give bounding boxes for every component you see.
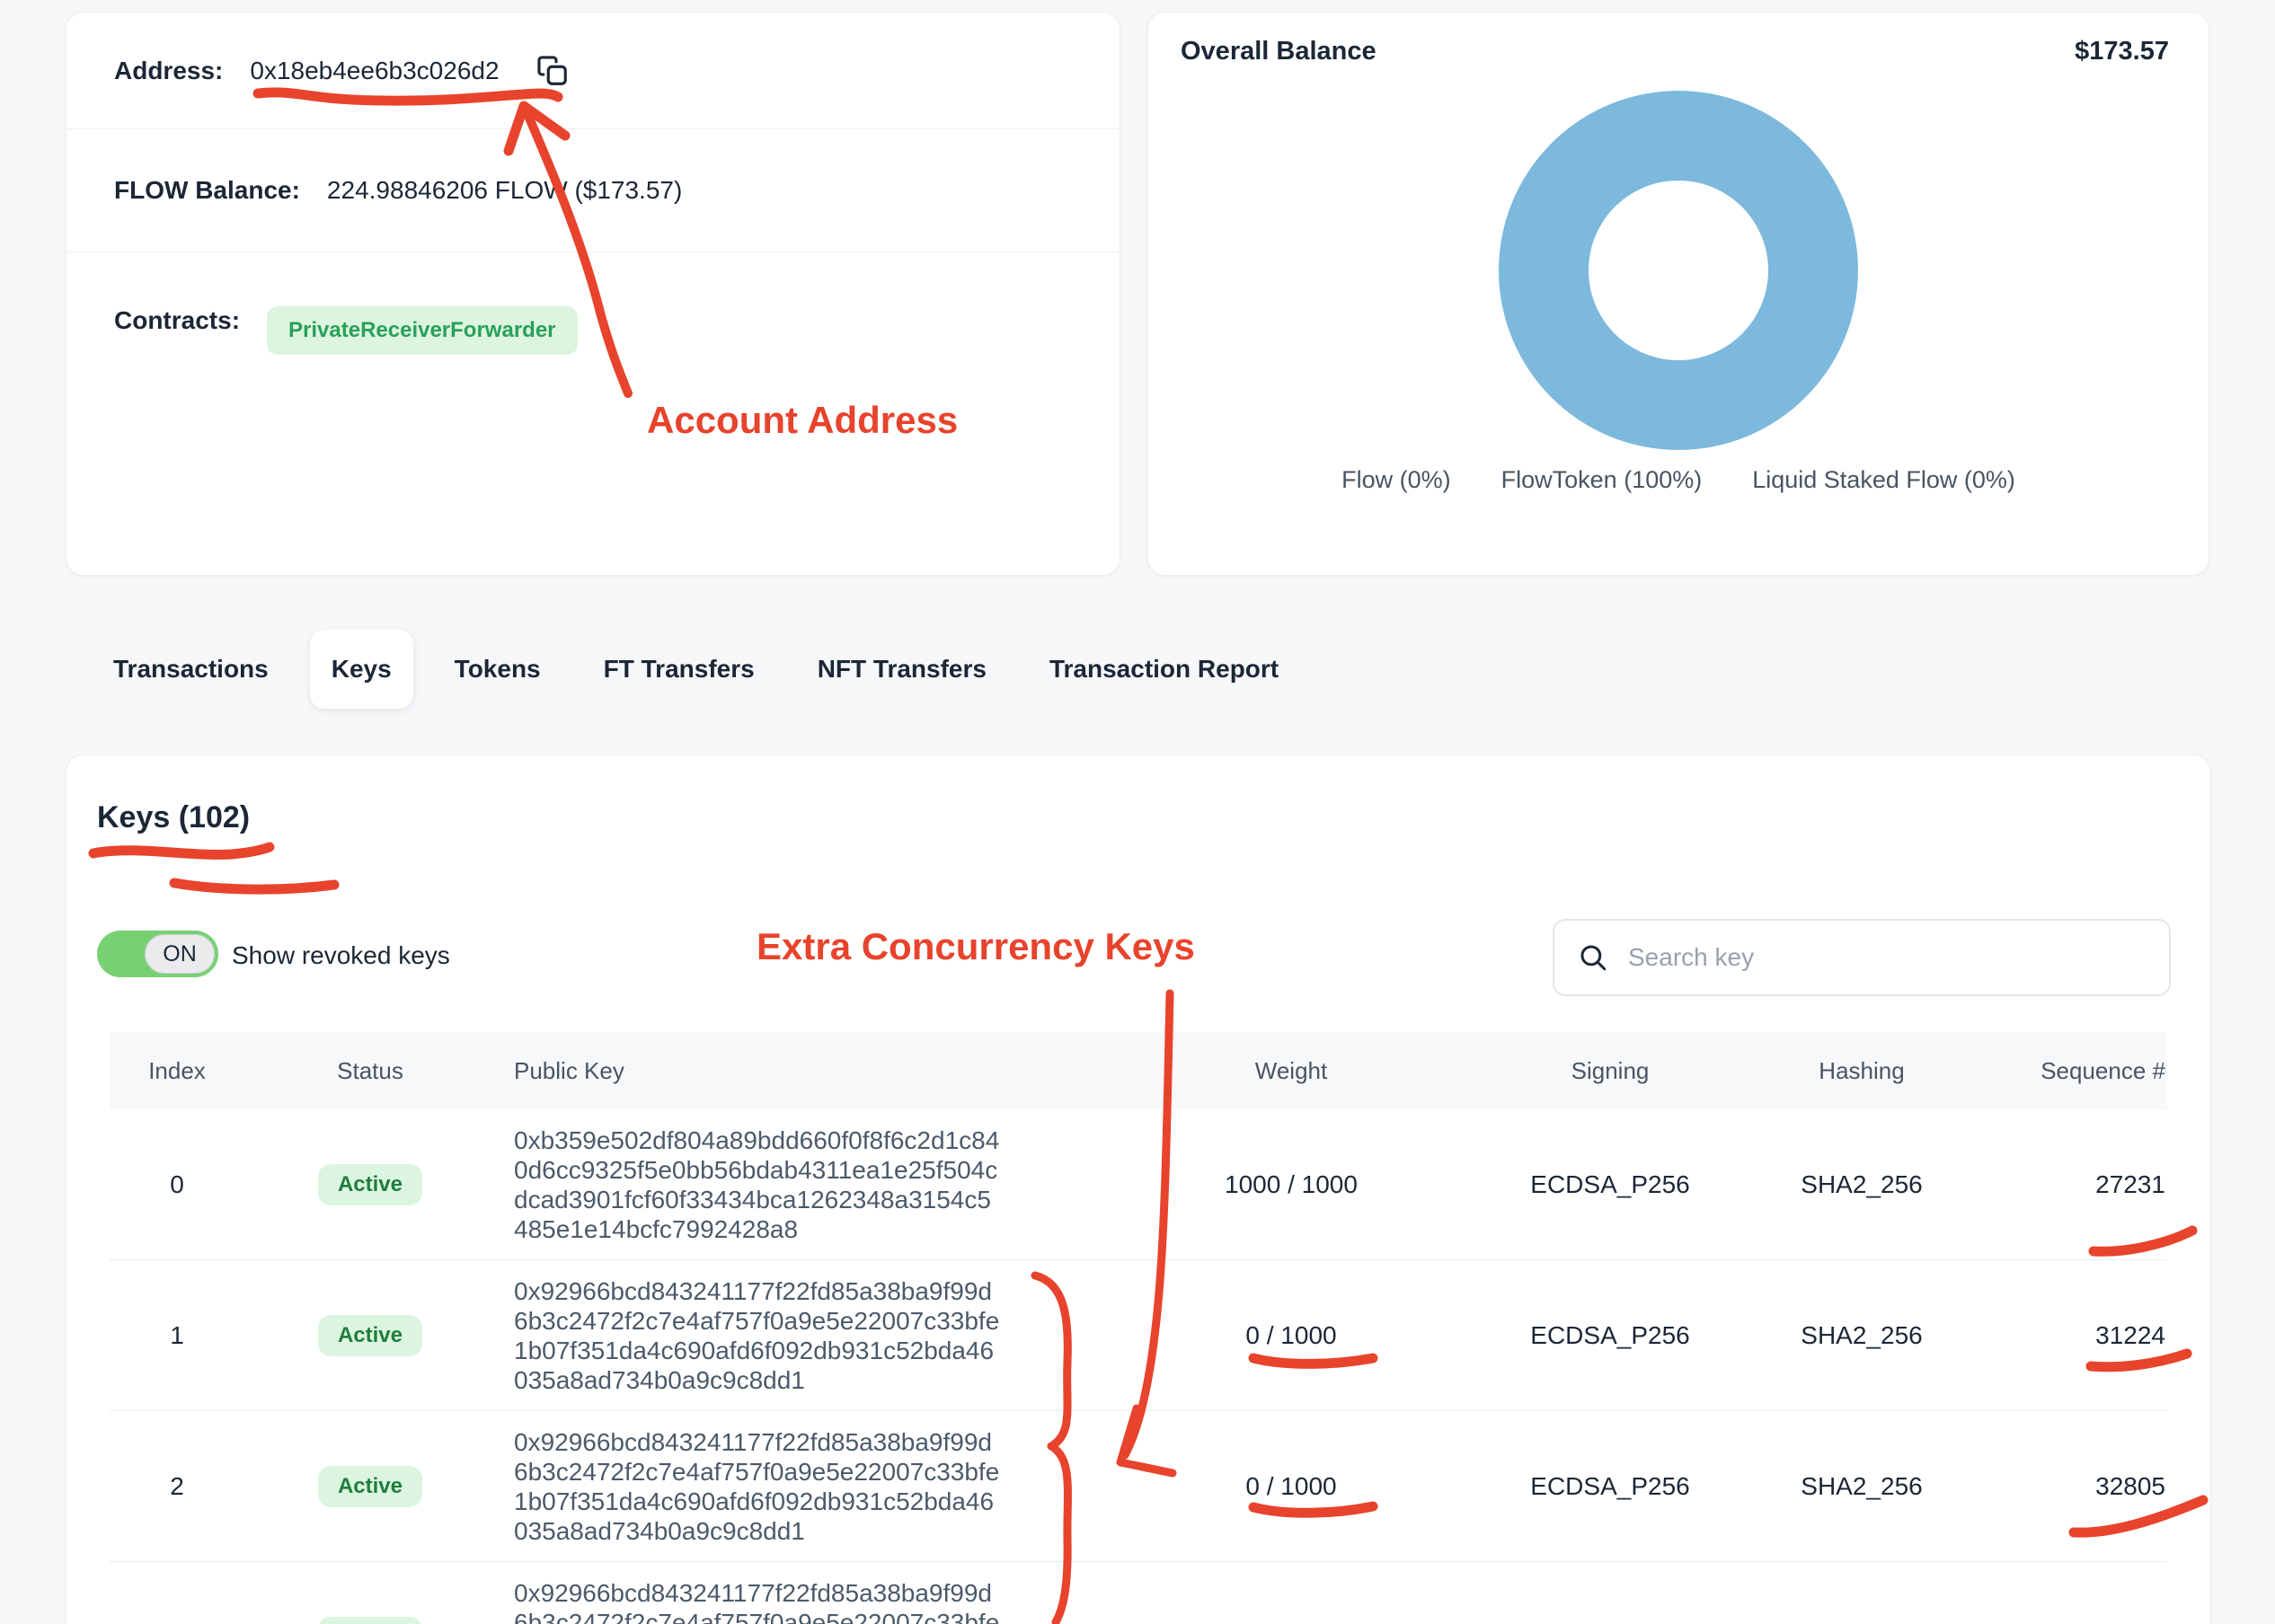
cell-sequence: 32805 [2095, 1471, 2165, 1500]
column-header-signing: Signing [1571, 1056, 1650, 1084]
cell-public-key: 0xb359e502df804a89bdd660f0f8f6c2d1c840d6… [496, 1125, 1098, 1244]
cell-hashing: SHA2_256 [1736, 1623, 1987, 1624]
donut-chart [1499, 91, 1858, 450]
table-row[interactable]: 1 Active 0x92966bcd843241177f22fd85a38ba… [110, 1260, 2167, 1411]
cell-signing: ECDSA_P256 [1530, 1320, 1690, 1349]
flow-balance-row: FLOW Balance: 224.98846206 FLOW ($173.57… [66, 129, 1120, 252]
cell-weight: 0 / 1000 [1245, 1320, 1337, 1349]
contract-badge[interactable]: PrivateReceiverForwarder [267, 306, 578, 355]
cell-hashing: SHA2_256 [1801, 1320, 1923, 1349]
toggle-state-label: ON [163, 940, 197, 966]
cell-status: Active [244, 1465, 496, 1507]
address-label: Address: [114, 56, 224, 84]
column-header-public-key: Public Key [514, 1056, 624, 1084]
cell-hashing: SHA2_256 [1801, 1169, 1923, 1198]
tab-keys[interactable]: Keys [309, 630, 413, 709]
flow-balance-label: FLOW Balance: [114, 176, 300, 204]
search-box [1553, 919, 2171, 996]
address-value: 0x18eb4ee6b3c026d2 [250, 56, 500, 84]
cell-weight: 0 / 1000 [1098, 1623, 1484, 1624]
public-key-text: 0xb359e502df804a89bdd660f0f8f6c2d1c840d6… [514, 1125, 1000, 1243]
tab-bar: Transactions Keys Tokens FT Transfers NF… [113, 624, 1279, 714]
copy-icon[interactable] [536, 54, 570, 88]
cell-weight: 1000 / 1000 [1225, 1169, 1358, 1198]
public-key-text: 0x92966bcd843241177f22fd85a38ba9f99d6b3c… [514, 1427, 1000, 1545]
cell-weight: 0 / 1000 [1245, 1471, 1337, 1500]
show-revoked-keys-label: Show revoked keys [232, 941, 450, 969]
column-header-index: Index [148, 1056, 206, 1084]
account-summary-card: Address: 0x18eb4ee6b3c026d2 FLOW Balance… [66, 12, 1120, 576]
tab-transactions[interactable]: Transactions [113, 655, 269, 683]
cell-status: Active [244, 1163, 496, 1205]
keys-table: Index Status Public Key Weight Signing H… [110, 1032, 2167, 1624]
cell-sequence: 27231 [2095, 1169, 2165, 1198]
cell-index: 0 [170, 1169, 184, 1198]
tab-nft-transfers[interactable]: NFT Transfers [817, 655, 987, 683]
column-header-sequence: Sequence # [2040, 1056, 2165, 1084]
contracts-row: Contracts: PrivateReceiverForwarder [66, 252, 1120, 575]
overall-balance-card: Overall Balance $173.57 Flow (0%) FlowTo… [1147, 12, 2209, 576]
contracts-label: Contracts: [114, 306, 241, 334]
keys-table-body: 0 Active 0xb359e502df804a89bdd660f0f8f6c… [110, 1109, 2167, 1624]
keys-section-title: Keys (102) [97, 800, 251, 834]
annotation-account-address-label: Account Address [647, 399, 959, 441]
legend-item-flow: Flow (0%) [1341, 466, 1451, 493]
cell-status: Active [244, 1314, 496, 1356]
column-header-weight: Weight [1254, 1056, 1328, 1084]
cell-public-key: 0x92966bcd843241177f22fd85a38ba9f99d6b3c… [496, 1276, 1098, 1395]
chart-legend: Flow (0%) FlowToken (100%) Liquid Staked… [1148, 466, 2209, 494]
show-revoked-keys-toggle[interactable]: ON [97, 931, 218, 977]
annotation-extra-concurrency-keys-label: Extra Concurrency Keys [757, 925, 1195, 967]
column-header-hashing: Hashing [1819, 1056, 1905, 1084]
cell-public-key: 0x92966bcd843241177f22fd85a38ba9f99d6b3c… [496, 1427, 1098, 1546]
legend-item-liquid-staked-flow: Liquid Staked Flow (0%) [1752, 466, 2015, 493]
tab-ft-transfers[interactable]: FT Transfers [603, 655, 755, 683]
status-badge: Active [317, 1163, 423, 1205]
balance-card-header: Overall Balance $173.57 [1181, 37, 2169, 66]
address-row: Address: 0x18eb4ee6b3c026d2 [66, 13, 1120, 129]
search-icon [1580, 945, 1607, 971]
legend-item-flowtoken: FlowToken (100%) [1500, 466, 1703, 493]
column-header-status: Status [337, 1056, 403, 1084]
cell-signing: ECDSA_P256 [1484, 1623, 1736, 1624]
tab-transaction-report[interactable]: Transaction Report [1049, 655, 1279, 683]
public-key-text: 0x92966bcd843241177f22fd85a38ba9f99d6b3c… [514, 1578, 1000, 1624]
cell-signing: ECDSA_P256 [1530, 1169, 1690, 1198]
tab-tokens[interactable]: Tokens [454, 655, 541, 683]
status-badge: Active [317, 1616, 423, 1624]
keys-table-header: Index Status Public Key Weight Signing H… [110, 1032, 2167, 1109]
cell-index: 1 [170, 1320, 184, 1349]
balance-amount: $173.57 [2075, 37, 2169, 66]
table-row[interactable]: 0 Active 0xb359e502df804a89bdd660f0f8f6c… [110, 1109, 2167, 1260]
cell-status: Active [244, 1616, 496, 1624]
cell-hashing: SHA2_256 [1801, 1471, 1923, 1500]
cell-index: 3 [110, 1623, 244, 1624]
cell-index: 2 [170, 1471, 184, 1500]
search-key-input[interactable] [1626, 942, 2115, 973]
status-badge: Active [317, 1465, 423, 1507]
cell-public-key: 0x92966bcd843241177f22fd85a38ba9f99d6b3c… [496, 1578, 1098, 1624]
public-key-text: 0x92966bcd843241177f22fd85a38ba9f99d6b3c… [514, 1276, 1000, 1394]
status-badge: Active [317, 1314, 423, 1356]
flow-balance-value: 224.98846206 FLOW ($173.57) [326, 176, 683, 204]
cell-sequence: 31224 [2095, 1320, 2165, 1349]
keys-card: Keys (102) ON Show revoked keys Index St… [66, 755, 2211, 1624]
toggle-knob: ON [145, 934, 215, 974]
table-row[interactable]: 3 Active 0x92966bcd843241177f22fd85a38ba… [110, 1562, 2167, 1624]
table-row[interactable]: 2 Active 0x92966bcd843241177f22fd85a38ba… [110, 1411, 2167, 1562]
cell-signing: ECDSA_P256 [1530, 1471, 1690, 1500]
balance-title: Overall Balance [1181, 37, 1377, 66]
